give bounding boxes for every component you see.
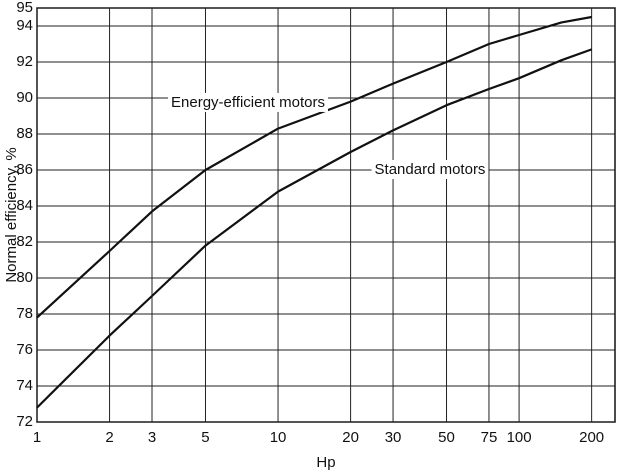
x-tick-label: 20 [342,429,359,446]
y-axis-label: Normal efficiency, % [3,147,20,282]
x-tick-label: 3 [148,429,156,446]
x-tick-label: 1 [33,429,41,446]
series-line [36,48,593,409]
x-tick-label: 50 [438,429,455,446]
y-tick-label: 90 [16,89,33,106]
plot-frame [36,7,616,423]
y-tick-label: 84 [16,197,33,214]
series-label-background [168,92,328,112]
x-tick-label: 100 [507,429,532,446]
y-tick-label: 92 [16,53,33,70]
y-tick-label: 76 [16,341,33,358]
series-line [36,15,592,319]
x-tick-label: 2 [105,429,113,446]
series-label: Energy-efficient motors [171,94,325,111]
y-tick-label: 74 [16,377,33,394]
y-tick-label: 80 [16,269,33,286]
y-tick-label: 88 [16,125,33,142]
x-tick-label: 10 [270,429,287,446]
series-label: Standard motors [375,161,486,178]
y-tick-label: 86 [16,161,33,178]
x-tick-label: 5 [201,429,209,446]
y-tick-label: 95 [16,0,33,16]
x-axis-label: Hp [316,454,335,471]
y-tick-label: 78 [16,305,33,322]
series-label-background [371,159,489,179]
y-tick-label: 82 [16,233,33,250]
y-tick-label: 94 [16,17,33,34]
y-tick-label: 72 [16,413,33,430]
x-tick-label: 200 [579,429,604,446]
x-tick-label: 30 [385,429,402,446]
x-tick-label: 75 [481,429,498,446]
